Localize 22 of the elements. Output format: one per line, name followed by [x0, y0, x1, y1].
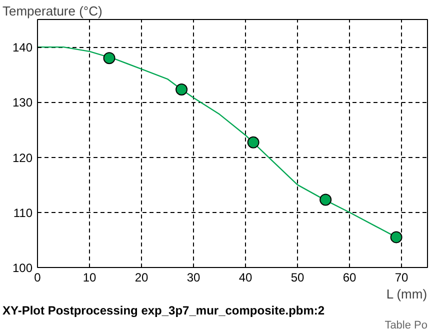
x-tick-label: 30 [186, 270, 200, 284]
y-tick-label: 120 [12, 150, 33, 165]
y-axis-title: Temperature (°C) [2, 4, 102, 18]
x-tick-label: 60 [342, 270, 356, 284]
point [247, 136, 260, 148]
x-tick-label: 10 [82, 270, 96, 284]
point [103, 52, 116, 64]
x-tick-label: 70 [394, 270, 408, 284]
y-tick-label: 110 [13, 206, 33, 220]
text: XY-Plot Postprocessing exp_3p7_mur_composite.pbm:2 [2, 304, 325, 318]
x-tick-label: 0 [34, 270, 42, 284]
x-tick-label: 40 [238, 270, 252, 284]
y-tick-label: 130 [12, 96, 33, 110]
x-axis-title: L (mm) [386, 286, 428, 302]
point [176, 84, 188, 96]
x-tick-label: 20 [134, 270, 148, 284]
point [390, 231, 402, 244]
y-tick-label: 140 [12, 40, 33, 55]
point [320, 194, 332, 206]
text: Table Po [384, 320, 428, 331]
y-tick-label: 100 [12, 261, 33, 275]
x-tick-label: 50 [290, 270, 304, 284]
